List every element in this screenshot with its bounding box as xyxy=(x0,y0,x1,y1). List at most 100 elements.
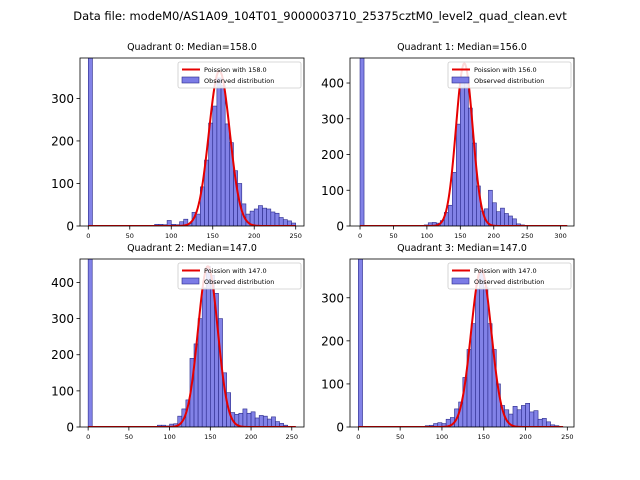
x-tick-label: 150 xyxy=(204,433,216,441)
axes-frame xyxy=(79,57,305,227)
histogram-bar xyxy=(546,421,551,427)
histogram-bar xyxy=(537,418,543,427)
subplot-quadrant-1: Quadrant 1: Median=156.0 0 50 100 150 200 250 3… xyxy=(321,42,575,240)
histogram-bar xyxy=(359,58,365,226)
histogram-bar xyxy=(475,288,480,427)
histogram-bar xyxy=(238,412,244,427)
histogram-bar xyxy=(504,213,509,226)
x-tick-label: 0 xyxy=(358,232,362,240)
histogram-bar xyxy=(456,123,461,226)
legend-bar-swatch xyxy=(451,76,470,84)
histogram-bar xyxy=(525,403,531,427)
histogram-bar xyxy=(452,172,457,226)
x-tick-label: 50 xyxy=(389,232,397,240)
histogram-bar xyxy=(483,286,489,427)
subplot-title: Quadrant 1: Median=156.0 xyxy=(397,42,527,53)
histogram-bar xyxy=(208,122,214,226)
histogram-bar xyxy=(246,412,252,427)
legend-bar-swatch xyxy=(181,76,200,84)
histogram-bar xyxy=(250,411,256,427)
legend-box xyxy=(447,61,572,89)
legend-label-observed: Observed distribution xyxy=(204,278,274,286)
histogram-bar xyxy=(205,265,211,427)
y-tick-label: 0 xyxy=(336,220,344,234)
histogram-bar xyxy=(533,410,539,427)
x-tick-label: 50 xyxy=(396,433,404,441)
subplot-grid: Quadrant 0: Median=158.0 0 50 100 150 200 250 0… xyxy=(51,42,575,441)
histogram-bar xyxy=(508,215,513,226)
histogram-bar xyxy=(512,406,518,427)
legend-label-poisson: Poission with 147.0 xyxy=(204,267,267,275)
x-tick-label: 200 xyxy=(248,232,260,240)
axes-frame xyxy=(79,258,305,428)
poisson-curve xyxy=(358,268,564,427)
histogram-bar xyxy=(470,323,476,427)
y-tick-label: 200 xyxy=(321,334,344,348)
y-tick-label: 200 xyxy=(51,348,74,362)
subplot-title: Quadrant 2: Median=147.0 xyxy=(127,243,257,254)
x-tick-label: 100 xyxy=(163,433,175,441)
histogram-bar xyxy=(488,189,493,226)
histogram-bar xyxy=(212,105,218,226)
legend: Poission with 156.0 Observed distribution xyxy=(447,61,572,89)
y-tick-label: 100 xyxy=(51,177,74,191)
y-tick-label: 0 xyxy=(66,220,74,234)
legend-label-poisson: Poission with 147.0 xyxy=(474,267,537,275)
subplot-title: Quadrant 0: Median=158.0 xyxy=(127,42,257,53)
y-tick-label: 200 xyxy=(51,134,74,148)
legend-label-observed: Observed distribution xyxy=(474,278,544,286)
x-tick-label: 0 xyxy=(86,232,90,240)
x-tick-label: 150 xyxy=(478,433,490,441)
histogram-bar xyxy=(220,85,226,226)
legend-box xyxy=(177,262,302,290)
legend: Poission with 158.0 Observed distribution xyxy=(177,61,302,89)
histogram-bar xyxy=(358,259,363,427)
histogram-bar xyxy=(87,259,93,427)
histogram-bar xyxy=(278,217,284,226)
y-tick-label: 200 xyxy=(321,148,344,162)
x-tick-label: 250 xyxy=(561,433,573,441)
histogram-bar xyxy=(512,218,517,226)
histogram-bar xyxy=(197,318,203,427)
histogram-bar xyxy=(216,77,222,226)
axes-frame xyxy=(349,57,575,227)
y-tick-label: 400 xyxy=(321,77,344,91)
histogram-bar xyxy=(500,207,505,226)
y-tick-label: 300 xyxy=(51,312,74,326)
histogram-bar xyxy=(242,408,248,427)
figure-suptitle: Data file: modeM0/AS1A09_104T01_90000037… xyxy=(73,9,567,23)
histogram-bar xyxy=(529,411,535,427)
x-tick-label: 100 xyxy=(421,232,433,240)
axes-frame xyxy=(349,258,575,428)
x-tick-label: 200 xyxy=(245,433,257,441)
legend: Poission with 147.0 Observed distribution xyxy=(447,262,572,290)
histogram-bar xyxy=(258,415,264,427)
y-tick-label: 0 xyxy=(66,421,74,435)
histogram-bar xyxy=(496,211,501,226)
x-tick-label: 100 xyxy=(436,433,448,441)
histogram-bar xyxy=(224,123,230,226)
histogram-bar xyxy=(516,409,522,427)
subplot-quadrant-0: Quadrant 0: Median=158.0 0 50 100 150 200 250 0… xyxy=(51,42,305,240)
histogram-bar xyxy=(267,418,272,427)
legend-box xyxy=(447,262,572,290)
y-tick-label: 100 xyxy=(321,377,344,391)
legend-box xyxy=(177,61,302,89)
histogram-bar xyxy=(258,205,263,226)
histogram-bar xyxy=(195,213,201,226)
subplot-quadrant-2: Quadrant 2: Median=147.0 0 50 100 150 200 250 0… xyxy=(51,243,305,441)
y-tick-label: 100 xyxy=(51,384,74,398)
legend-label-poisson: Poission with 158.0 xyxy=(204,66,267,74)
histogram-bar xyxy=(460,79,465,226)
legend-label-poisson: Poission with 156.0 xyxy=(474,66,537,74)
histogram-bar xyxy=(253,208,259,226)
y-tick-label: 100 xyxy=(321,184,344,198)
poisson-curve xyxy=(88,265,296,427)
y-tick-label: 300 xyxy=(51,92,74,106)
legend-bar-swatch xyxy=(451,277,470,285)
histogram-bar xyxy=(492,202,497,226)
histogram-bars xyxy=(359,58,525,226)
x-tick-label: 50 xyxy=(126,232,134,240)
histogram-bar xyxy=(266,208,272,226)
histogram-bar xyxy=(541,418,547,427)
